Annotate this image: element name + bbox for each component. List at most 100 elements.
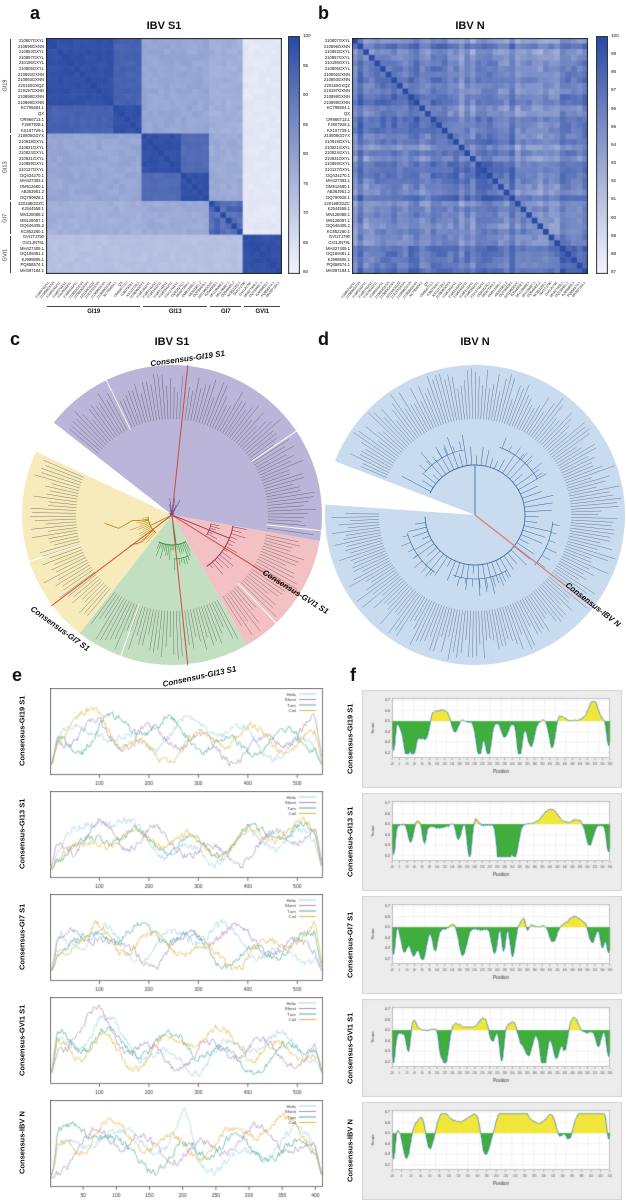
- leaf-label-tick: [49, 490, 78, 497]
- leaf-label-tick: [347, 524, 380, 529]
- area-plot-0: [362, 690, 622, 788]
- panel-c-title: IBV S1: [154, 336, 190, 348]
- tree-branch: [462, 434, 468, 466]
- leaf-label-tick: [441, 607, 450, 637]
- row-label: MH397184.1: [326, 267, 350, 273]
- leaf-label-tick: [264, 477, 304, 489]
- row-label: 219197GXNN: [323, 88, 350, 94]
- row-label: GVI1JN791: [328, 239, 350, 245]
- leaf-label-tick: [39, 541, 80, 554]
- colorbar-tick: 93: [611, 160, 617, 166]
- tree-branch: [480, 447, 484, 466]
- tree-arc: [534, 521, 554, 566]
- leaf-label-tick: [149, 609, 157, 651]
- leaf-label-tick: [378, 431, 403, 453]
- leaf-label-tick: [561, 555, 589, 570]
- row-label: KJ999805.1: [21, 256, 44, 262]
- tree-branch: [425, 553, 444, 577]
- tree-branch: [174, 558, 176, 571]
- tree-arc: [147, 516, 157, 534]
- tree-branch: [508, 445, 512, 452]
- tree-branch: [136, 520, 149, 524]
- group-bracket-bottom: [142, 306, 207, 307]
- leaf-label-tick: [47, 505, 77, 508]
- leaf-label-tick: [51, 483, 80, 492]
- row-label: KC795604.1: [20, 105, 44, 111]
- leaf-label-tick: [173, 610, 175, 656]
- leaf-label-tick: [528, 411, 545, 436]
- colorbar-tick: 100: [303, 33, 311, 38]
- tree-arc: [424, 449, 464, 473]
- leaf-label-tick: [432, 379, 447, 424]
- leaf-label-tick: [222, 596, 242, 627]
- leaf-label-tick: [497, 608, 507, 646]
- leaf-label-tick: [512, 603, 533, 650]
- leaf-label-tick: [541, 584, 562, 605]
- row-label: 210806GXYL: [324, 66, 350, 72]
- leaf-label-tick: [245, 430, 274, 454]
- leaf-label-tick: [517, 601, 531, 628]
- tree-branch: [160, 543, 163, 549]
- row-label: 210831GXYL: [324, 155, 350, 161]
- leaf-label-tick: [567, 475, 610, 489]
- heatmap-n-col-labels: 210807GXYL 210896GXNN 210853GXYL 210857GXYL…: [340, 277, 588, 307]
- tree-branch: [513, 546, 531, 560]
- row-label: 210896GXNN: [323, 43, 350, 49]
- leaf-label-tick: [396, 595, 423, 636]
- row-label: 210859GXYL: [18, 161, 44, 167]
- leaf-label-tick: [259, 460, 291, 476]
- tree-branch: [429, 570, 434, 576]
- leaf-label-tick: [507, 605, 524, 650]
- tree-branch: [509, 455, 533, 480]
- e-plot-label: Consensus-IBV N: [17, 1111, 27, 1175]
- leaf-label-tick: [254, 563, 297, 590]
- sector-GI13: [79, 515, 247, 665]
- row-label: OM912680.1: [325, 183, 350, 189]
- leaf-label-tick: [556, 447, 583, 465]
- leaf-label-tick: [104, 599, 127, 641]
- leaf-label-tick: [51, 554, 85, 571]
- leaf-label-tick: [519, 599, 538, 635]
- tree-branch: [421, 535, 430, 540]
- row-label: DQ169481.1: [326, 251, 350, 257]
- leaf-label-tick: [468, 610, 471, 657]
- tree-branch: [141, 517, 149, 519]
- area-plot-2: [362, 896, 622, 994]
- leaf-label-tick: [410, 388, 432, 430]
- leaf-label-tick: [249, 570, 283, 595]
- row-label: 210807GXYL: [324, 38, 350, 43]
- leaf-label-tick: [362, 575, 401, 608]
- tree-branch: [164, 544, 167, 552]
- leaf-label-tick: [258, 556, 295, 574]
- colorbar-tick: 80: [303, 151, 309, 156]
- leaf-label-tick: [219, 391, 244, 432]
- leaf-label-tick: [544, 425, 570, 450]
- tree-branch: [231, 533, 246, 539]
- leaf-label-tick: [516, 398, 532, 429]
- leaf-label-tick: [214, 600, 234, 639]
- tree-branch: [492, 576, 496, 587]
- leaf-label-tick: [73, 576, 99, 598]
- tree-branch: [185, 556, 189, 565]
- leaf-label-tick: [128, 606, 143, 650]
- leaf-label-tick: [536, 418, 557, 442]
- leaf-label-tick: [204, 396, 215, 425]
- row-label: KC852260.1: [20, 228, 44, 234]
- identity-heatmap-s1: [46, 38, 282, 274]
- leaf-label-tick: [397, 590, 417, 616]
- tree-branch: [232, 529, 242, 533]
- leaf-label-tick: [214, 405, 227, 430]
- leaf-label-tick: [48, 501, 77, 506]
- line-plot-0: [50, 688, 330, 790]
- leaf-label-tick: [570, 502, 618, 507]
- leaf-label-tick: [88, 408, 113, 440]
- row-label: GVI1TJ790: [22, 234, 44, 240]
- tree-branch: [181, 543, 185, 552]
- tree-branch: [180, 557, 183, 564]
- leaf-label-tick: [193, 387, 202, 422]
- tree-branch: [522, 491, 542, 499]
- leaf-label-tick: [392, 409, 416, 440]
- panel-letter-d: d: [318, 329, 329, 349]
- leaf-label-tick: [409, 600, 433, 645]
- leaf-label-tick: [134, 384, 146, 423]
